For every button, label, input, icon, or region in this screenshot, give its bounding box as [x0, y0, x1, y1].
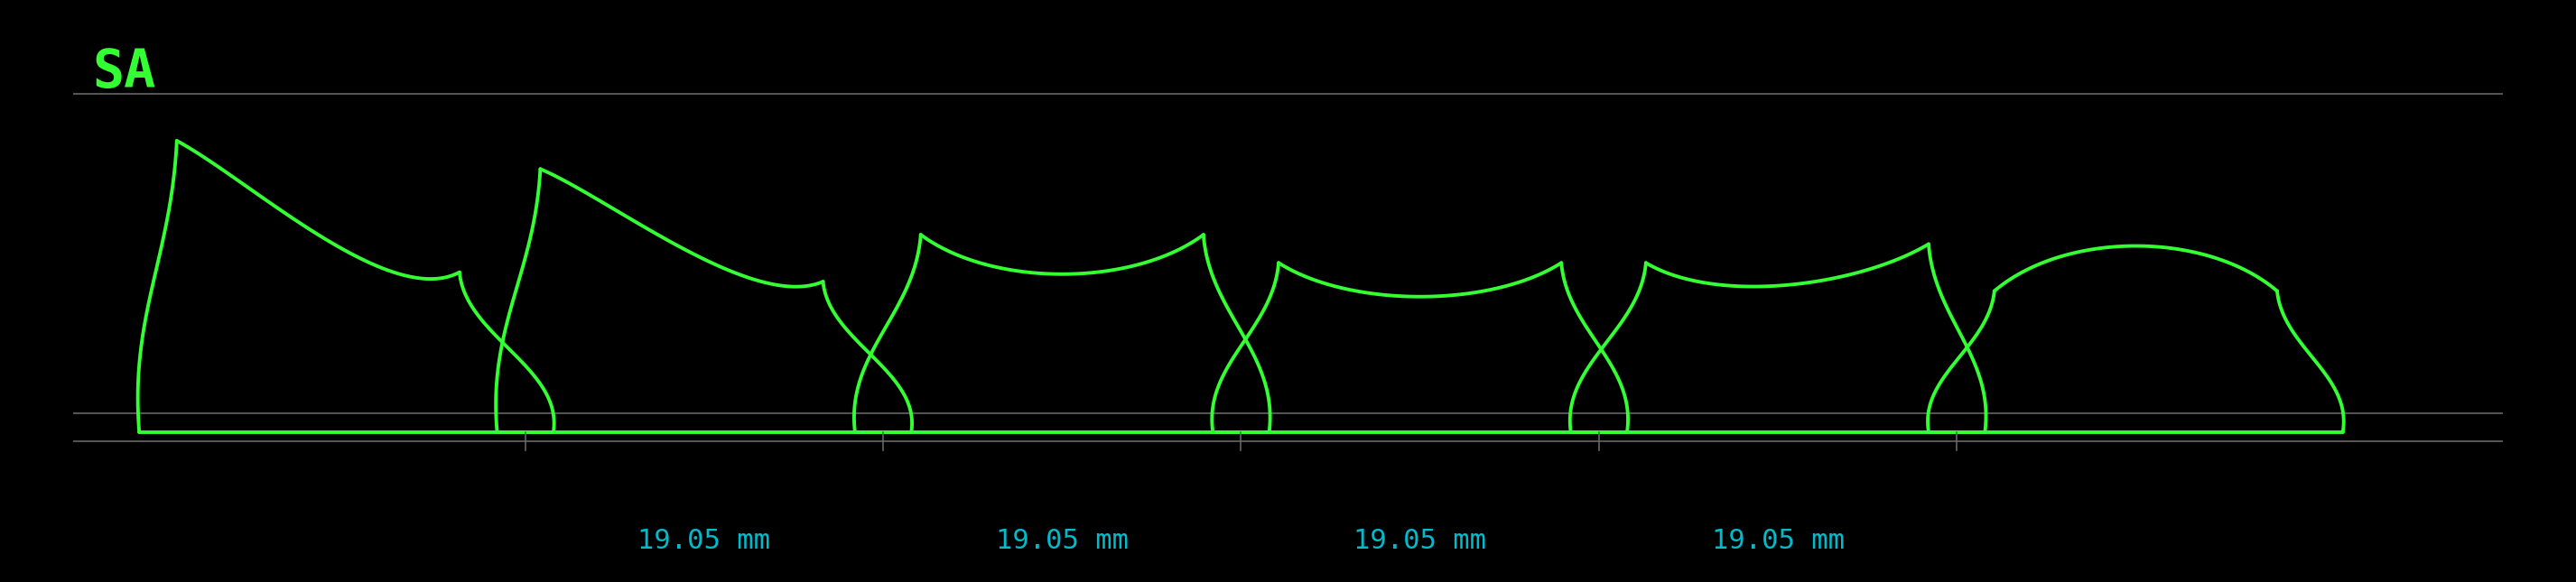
Text: 19.05 mm: 19.05 mm: [1710, 528, 1844, 554]
Text: 19.05 mm: 19.05 mm: [1352, 528, 1486, 554]
Text: 19.05 mm: 19.05 mm: [639, 528, 770, 554]
Text: 19.05 mm: 19.05 mm: [997, 528, 1128, 554]
Text: SA: SA: [93, 47, 155, 98]
